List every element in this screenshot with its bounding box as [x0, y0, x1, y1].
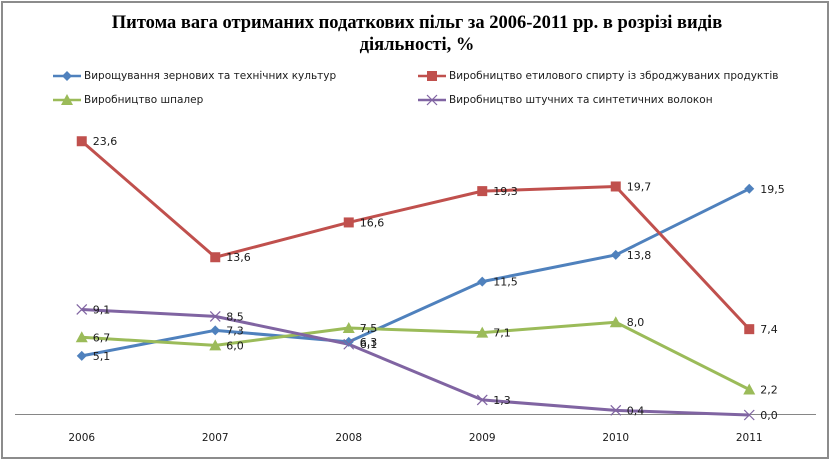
data-point-fibers — [743, 409, 755, 421]
series-line-fibers — [81, 307, 750, 417]
data-point-grain — [76, 350, 87, 361]
data-label-fibers: 0,0 — [760, 409, 778, 422]
series-lines — [80, 140, 751, 417]
data-point-grain — [210, 325, 221, 336]
data-label-grain: 7,3 — [226, 324, 244, 337]
data-label-wallpaper: 7,5 — [360, 322, 378, 335]
legend-item-wallpaper: Виробництво шпалер — [53, 92, 203, 108]
data-point-ethanol — [343, 217, 354, 228]
series-line-grain — [81, 187, 750, 358]
legend-label: Виробництво штучних та синтетичних волок… — [449, 94, 713, 106]
data-label-grain: 11,5 — [493, 276, 518, 289]
data-label-ethanol: 19,3 — [493, 185, 518, 198]
data-point-fibers — [343, 338, 355, 350]
data-point-grain — [477, 276, 488, 287]
data-point-wallpaper — [342, 322, 355, 333]
chart-title-line-2: діяльності, % — [359, 35, 475, 55]
chart-frame — [1, 1, 829, 459]
data-point-wallpaper — [209, 339, 222, 351]
chart-title: Питома вага отриманих податкових пільг з… — [0, 12, 834, 56]
data-point-ethanol — [76, 136, 87, 147]
data-point-grain — [343, 336, 354, 347]
series-markers — [75, 136, 756, 421]
data-label-wallpaper: 2,2 — [760, 383, 778, 396]
data-point-fibers — [209, 310, 221, 322]
chart-title-line-1: Питома вага отриманих податкових пільг з… — [111, 13, 723, 33]
data-label-wallpaper: 8,0 — [627, 316, 645, 329]
data-point-wallpaper — [609, 316, 622, 328]
legend-item-grain: Вирощування зернових та технічних культу… — [53, 68, 336, 84]
legend-label: Виробництво етилового спирту із зброджув… — [449, 70, 779, 82]
x-tick-label: 2011 — [736, 432, 763, 444]
data-point-grain — [610, 249, 621, 260]
data-label-grain: 6,3 — [360, 336, 378, 349]
x-tick-label: 2008 — [335, 432, 362, 444]
data-point-fibers — [476, 394, 488, 406]
x-marker-icon — [418, 94, 446, 106]
data-label-ethanol: 16,6 — [360, 216, 385, 229]
legend-label: Виробництво шпалер — [84, 94, 204, 106]
square-marker-icon — [418, 71, 446, 81]
data-label-fibers: 6,1 — [360, 338, 378, 351]
data-label-ethanol: 7,4 — [760, 323, 778, 336]
data-point-ethanol — [477, 186, 488, 197]
legend-item-fibers: Виробництво штучних та синтетичних волок… — [418, 92, 713, 108]
data-label-fibers: 0,4 — [627, 404, 645, 417]
data-point-ethanol — [610, 181, 621, 192]
x-axis-ticks: 2006 2007 2008 2009 2010 2011 — [68, 432, 762, 444]
data-label-grain: 13,8 — [627, 249, 652, 262]
data-label-grain: 19,5 — [760, 183, 785, 196]
data-point-ethanol — [210, 252, 221, 263]
data-label-ethanol: 23,6 — [93, 135, 118, 148]
data-point-wallpaper — [75, 331, 88, 343]
data-label-fibers: 1,3 — [493, 394, 511, 407]
data-label-fibers: 9,1 — [93, 303, 111, 316]
series-line-ethanol — [80, 140, 751, 331]
data-label-wallpaper: 6,7 — [93, 331, 111, 344]
x-tick-label: 2007 — [202, 432, 229, 444]
legend-label: Вирощування зернових та технічних культу… — [84, 70, 337, 82]
triangle-marker-icon — [53, 94, 81, 105]
data-point-fibers — [610, 404, 622, 416]
x-tick-label: 2006 — [68, 432, 95, 444]
data-label-wallpaper: 7,1 — [493, 327, 511, 340]
data-label-fibers: 8,5 — [226, 310, 244, 323]
data-label-ethanol: 19,7 — [627, 180, 652, 193]
data-point-ethanol — [744, 324, 755, 335]
legend-item-ethanol: Виробництво етилового спирту із зброджув… — [418, 68, 779, 84]
data-point-wallpaper — [743, 383, 756, 395]
x-tick-label: 2009 — [469, 432, 496, 444]
diamond-marker-icon — [53, 71, 81, 81]
data-label-grain: 5,1 — [93, 350, 111, 363]
data-labels: 5,1 7,3 6,3 11,5 13,8 19,5 23,6 13,6 16,6 19,3 19,… — [93, 135, 785, 422]
data-label-ethanol: 13,6 — [226, 251, 251, 264]
data-point-grain — [744, 183, 755, 194]
data-point-fibers — [76, 304, 88, 315]
data-point-wallpaper — [476, 326, 489, 338]
x-tick-label: 2010 — [602, 432, 629, 444]
series-line-wallpaper — [81, 320, 750, 391]
data-label-wallpaper: 6,0 — [226, 339, 244, 352]
